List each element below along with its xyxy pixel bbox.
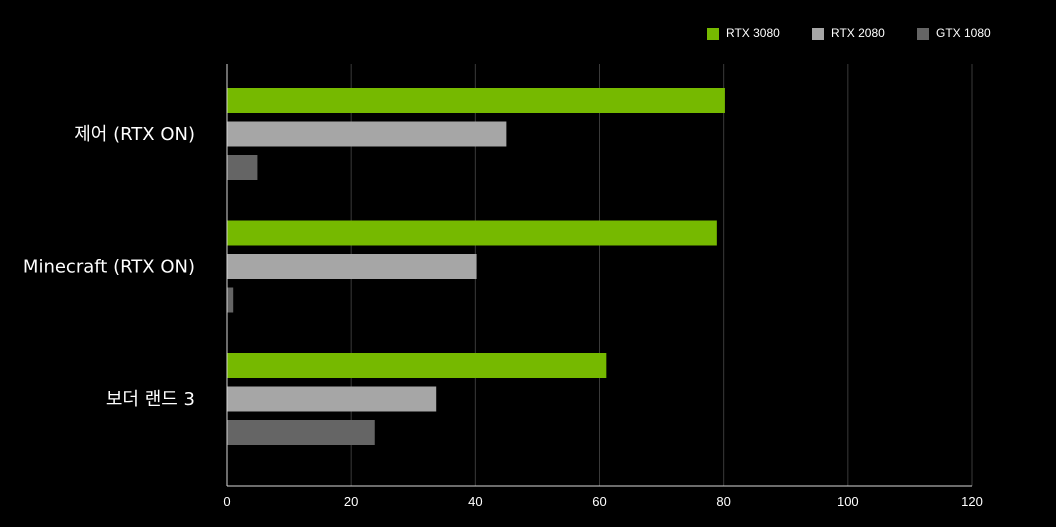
- bar-1-1: [227, 254, 477, 279]
- legend-label-1: RTX 2080: [831, 26, 885, 40]
- bar-0-1: [227, 121, 507, 147]
- x-tick-label-100: 100: [837, 494, 859, 509]
- legend-swatch-2: [917, 28, 929, 40]
- bar-2-0: [227, 353, 607, 378]
- x-tick-label-40: 40: [468, 494, 482, 509]
- bar-0-0: [227, 88, 725, 113]
- x-tick-label-80: 80: [716, 494, 730, 509]
- bar-0-2: [227, 155, 258, 180]
- legend-swatch-1: [812, 28, 824, 40]
- bar-2-1: [227, 386, 437, 412]
- legend-swatch-0: [707, 28, 719, 40]
- legend: RTX 3080 RTX 2080 GTX 1080: [707, 26, 991, 40]
- bar-2-2: [227, 420, 375, 445]
- x-tick-label-120: 120: [961, 494, 983, 509]
- x-tick-label-0: 0: [223, 494, 230, 509]
- category-label-1: Minecraft (RTX ON): [23, 257, 195, 278]
- x-tick-label-60: 60: [592, 494, 606, 509]
- x-tick-label-20: 20: [344, 494, 358, 509]
- legend-label-2: GTX 1080: [936, 26, 991, 40]
- bars: [227, 88, 725, 445]
- category-label-0: 제어 (RTX ON): [74, 124, 195, 145]
- x-tick-labels: 0 20 40 60 80 100 120: [223, 494, 982, 509]
- category-label-2: 보더 랜드 3: [106, 389, 195, 410]
- category-labels: 제어 (RTX ON) Minecraft (RTX ON) 보더 랜드 3: [23, 124, 195, 410]
- axes: [226, 64, 972, 487]
- bar-1-0: [227, 220, 717, 246]
- bar-1-2: [227, 287, 234, 313]
- legend-label-0: RTX 3080: [726, 26, 780, 40]
